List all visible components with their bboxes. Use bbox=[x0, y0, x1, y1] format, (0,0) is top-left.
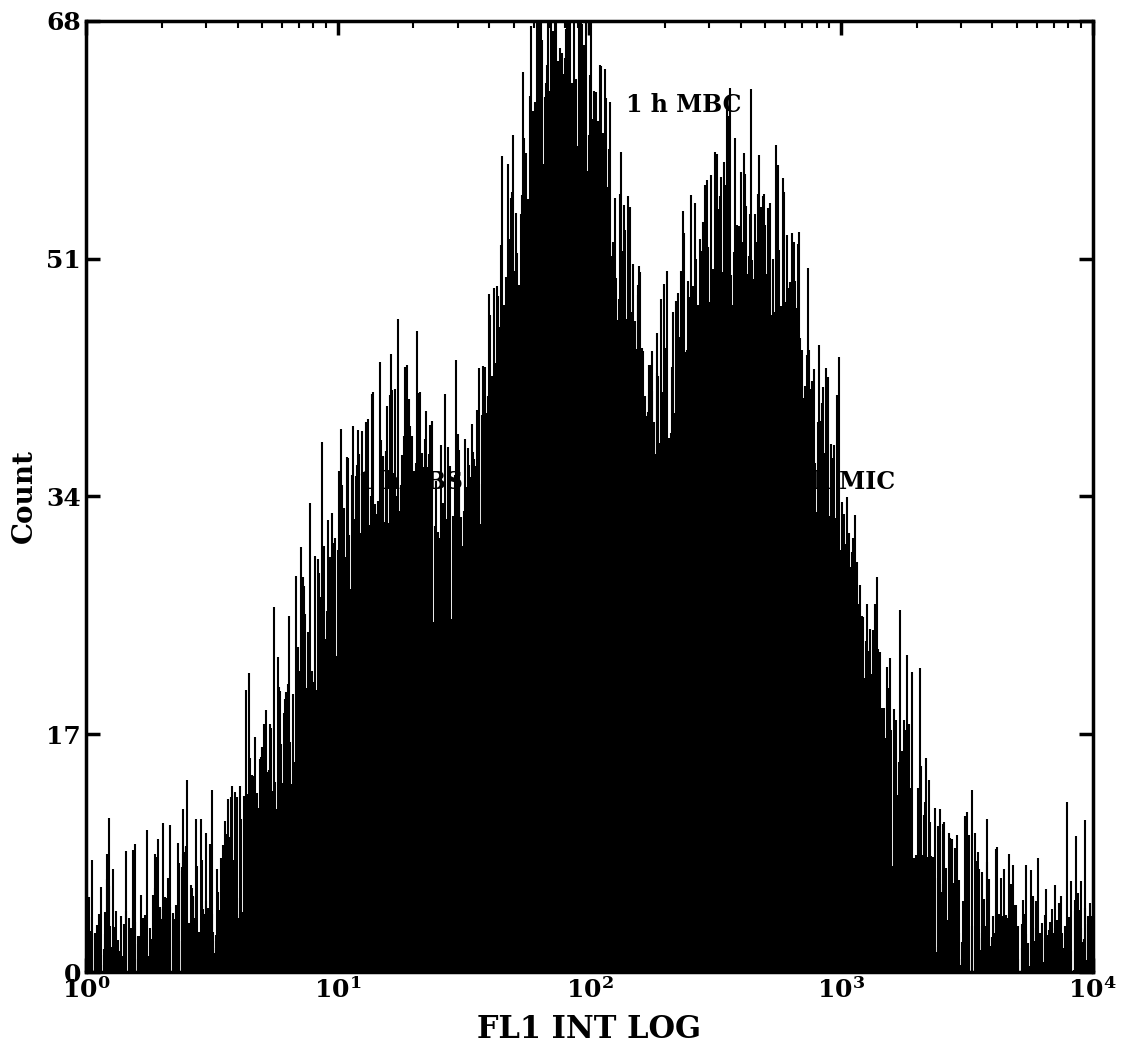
Y-axis label: Count: Count bbox=[11, 450, 38, 544]
Text: 1 h PBS: 1 h PBS bbox=[358, 470, 462, 494]
Text: 1 h MIC: 1 h MIC bbox=[788, 470, 895, 494]
X-axis label: FL1 INT LOG: FL1 INT LOG bbox=[477, 1014, 702, 1044]
Text: 1 h MBC: 1 h MBC bbox=[626, 93, 741, 116]
